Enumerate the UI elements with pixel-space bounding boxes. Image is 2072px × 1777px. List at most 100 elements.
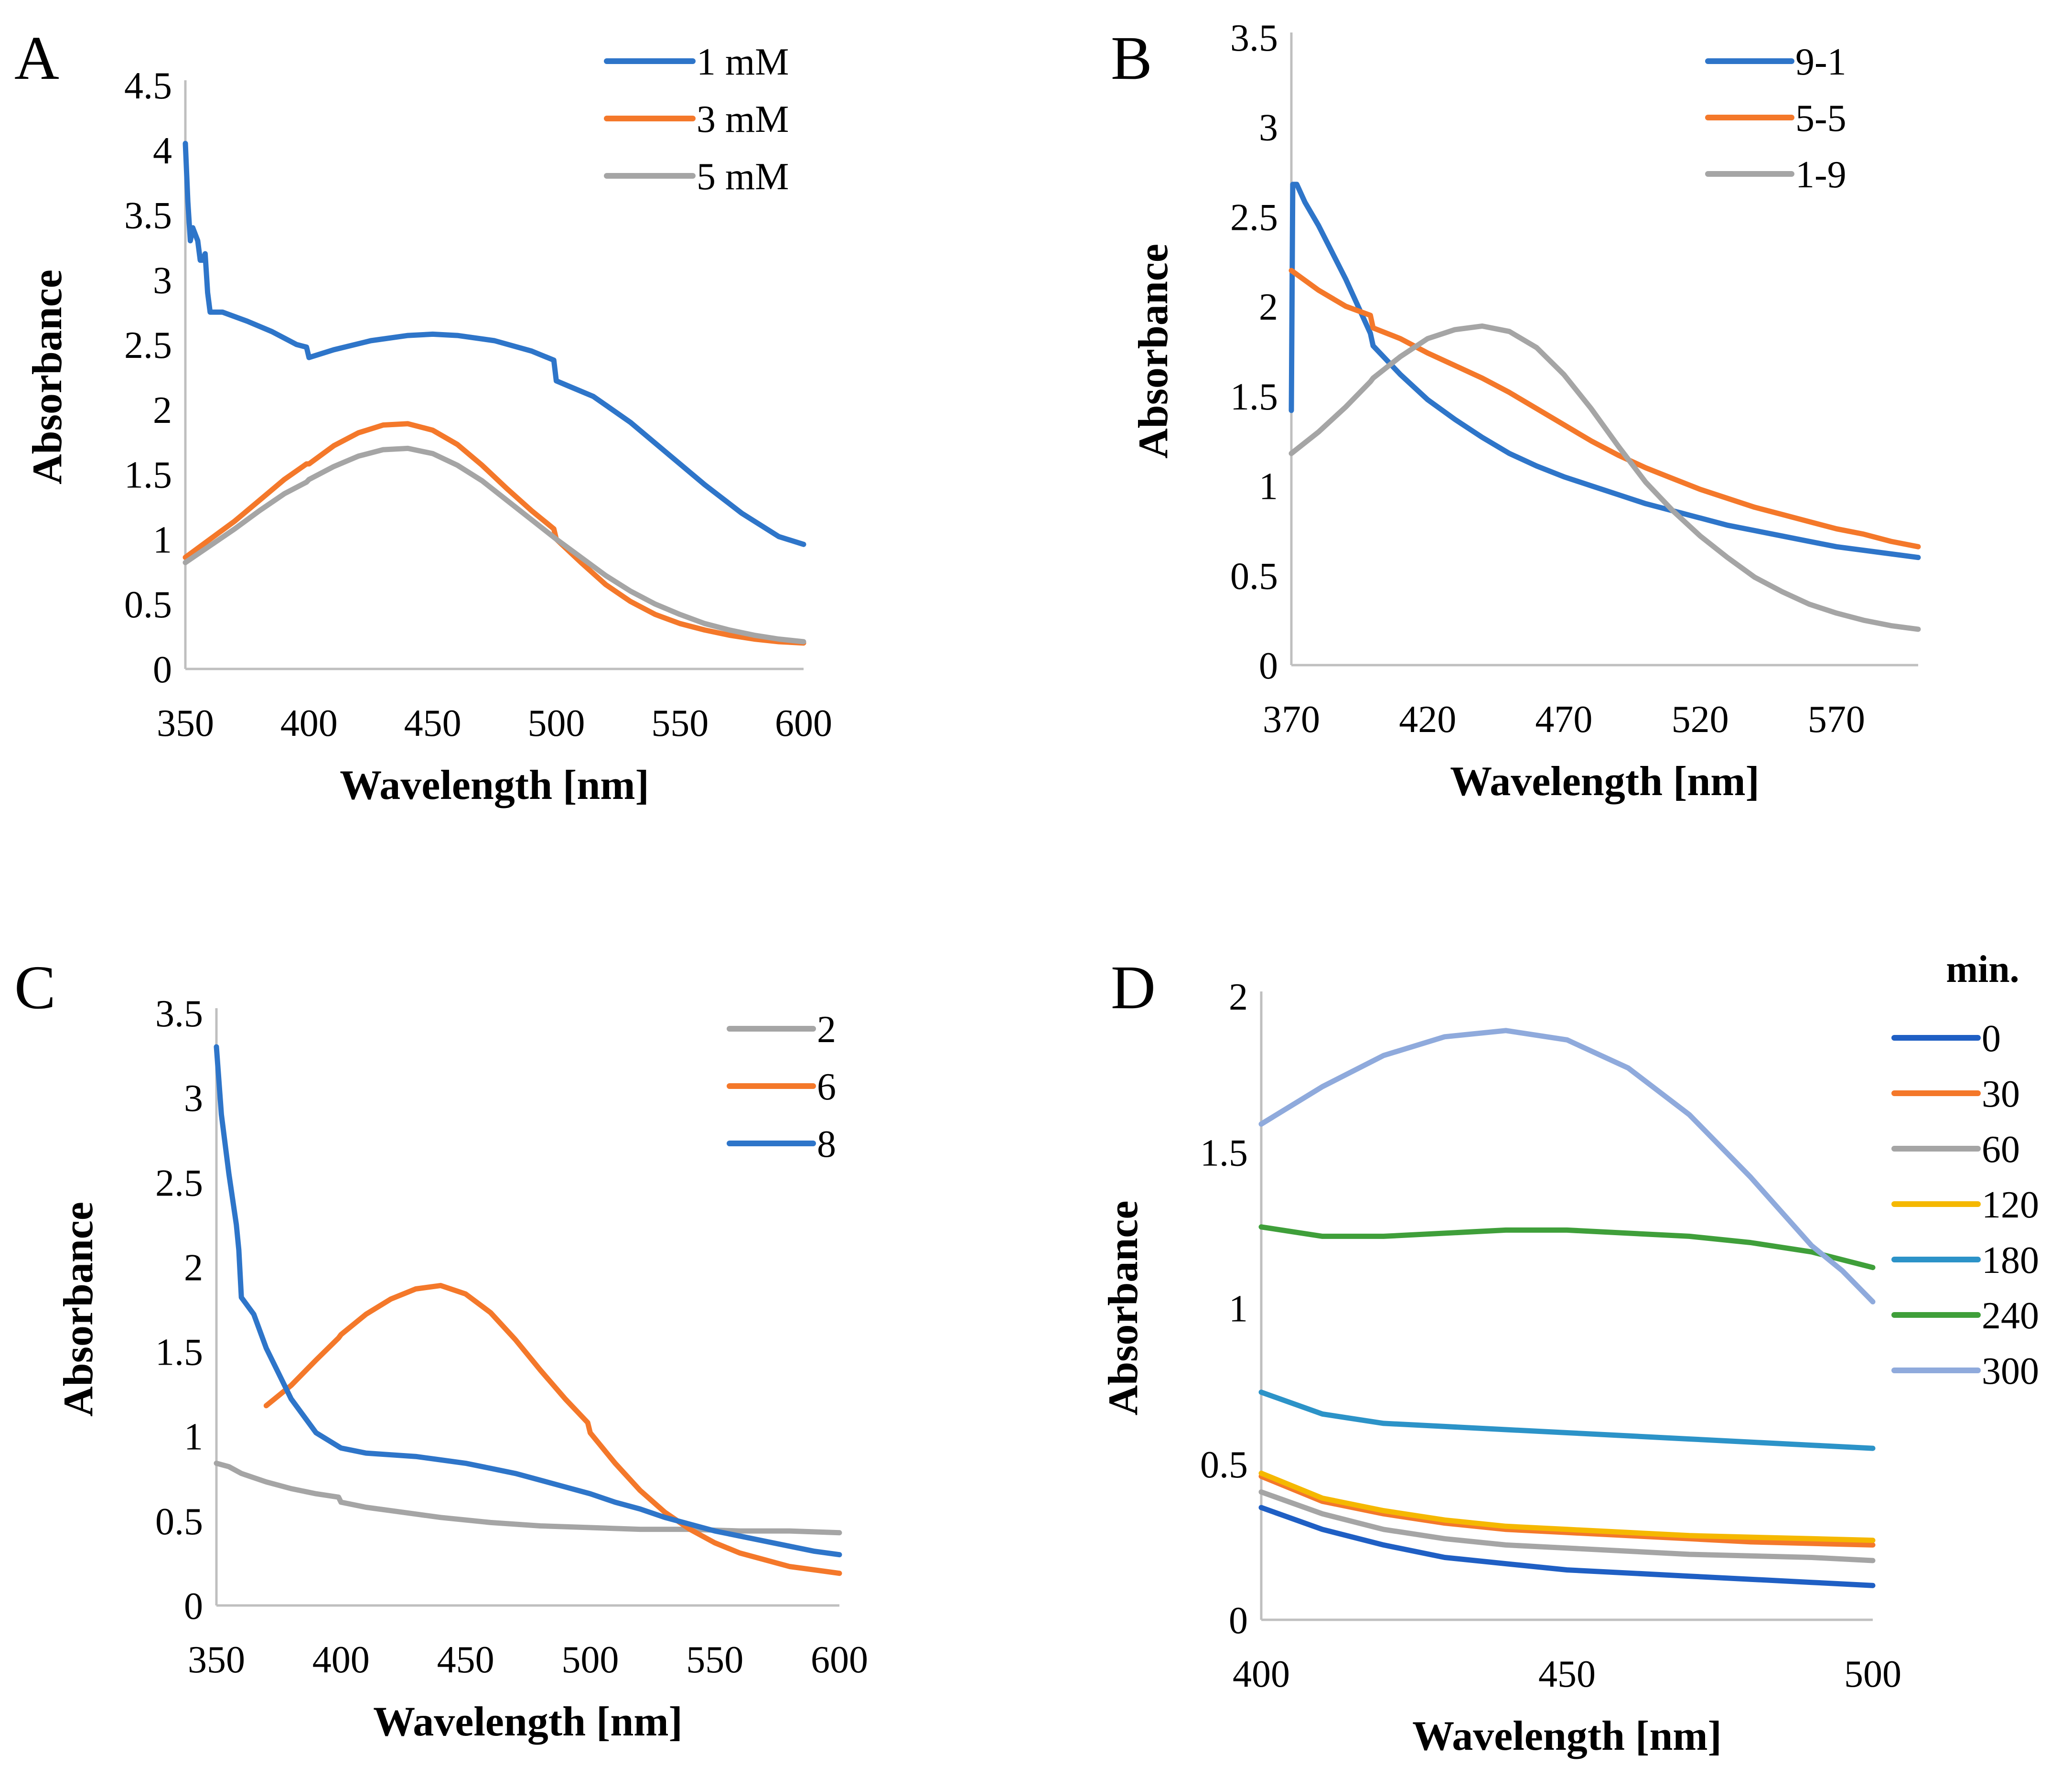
panel-c-y-tick-label: 1.5 [155,1332,203,1374]
panel-a-y-tick-label: 3.5 [124,195,172,237]
panel-b-x-tick-label: 570 [1808,699,1865,741]
panel-a-x-tick-label: 400 [280,702,338,744]
panel-c-x-tick-label: 500 [561,1639,619,1681]
panel-b-series-1-9-line [1288,323,1921,632]
panel-b-legend-label: 9-1 [1795,41,1847,83]
panel-a-y-tick-label: 4.5 [124,65,172,107]
panel-a-y-tick-label: 1.5 [124,454,172,496]
panel-a-series-5-mm-line [183,445,806,645]
panel-b-y-axis-title: Absorbance [1130,244,1177,459]
panel-b-x-tick-label: 420 [1399,699,1456,741]
panel-a-letter: A [14,24,59,93]
panel-d-legend-label: 300 [1982,1350,2039,1392]
panel-b-y-tick-label: 3.5 [1230,17,1278,59]
panel-d-series-0-line [1258,1505,1876,1588]
panel-c-x-tick-label: 350 [188,1639,245,1681]
panel-d-y-tick-label: 2 [1229,976,1248,1018]
panel-a-x-axis-title: Wavelength [nm] [340,762,649,808]
panel-a-x-tick-label: 600 [775,702,832,744]
panel-a-y-tick-label: 2.5 [124,324,172,366]
panel-b-series-9-1-line [1288,182,1921,560]
panel-d-letter: D [1111,953,1156,1022]
panel-b-chart: B 0 0.5 1 1.5 2 2.5 3 3.5 370 420 470 520 570 Waveleng… [1111,17,1921,805]
panel-c-x-tick-label: 550 [686,1639,743,1681]
panel-b-letter: B [1111,24,1152,93]
panel-c-y-tick-label: 3.5 [155,993,203,1035]
panel-b-series-5-5-line [1288,268,1921,549]
panel-b-y-tick-label: 1 [1259,466,1278,508]
panel-b-x-tick-label: 470 [1535,699,1592,741]
panel-d-y-tick-label: 0 [1229,1600,1248,1642]
panel-c-legend: 2 6 8 [727,1009,836,1165]
panel-d-y-tick-label: 1 [1229,1288,1248,1330]
panel-c-y-tick-label: 0 [184,1585,203,1627]
panel-b-y-tick-label: 3 [1259,107,1278,149]
panel-d-series-240-line [1258,1224,1876,1271]
panel-a-x-tick-label: 350 [157,702,214,744]
panel-a-y-tick-label: 0.5 [124,584,172,626]
panel-a-series-3-mm-line [183,421,806,646]
panel-c-y-tick-label: 2 [184,1247,203,1289]
panel-c-y-tick-label: 0.5 [155,1501,203,1543]
panel-d-series-30-line [1258,1474,1876,1548]
panel-d-legend-label: 120 [1982,1184,2039,1226]
panel-d-x-tick-label: 500 [1844,1653,1901,1695]
panel-d-x-axis-title: Wavelength [nm] [1412,1713,1722,1759]
panel-a-x-tick-label: 450 [404,702,462,744]
panel-b-x-axis-title: Wavelength [nm] [1450,758,1760,805]
panel-b-legend: 9-1 5-5 1-9 [1705,41,1847,196]
panel-a-y-tick-label: 3 [153,259,172,302]
panel-d-series-180-line [1258,1389,1876,1451]
panel-d-legend: min. 0 30 60 120 180 240 300 [1891,948,2039,1392]
panel-d-y-tick-label: 0.5 [1200,1444,1248,1486]
panel-c-y-tick-label: 3 [184,1077,203,1120]
panel-d-legend-label: 60 [1982,1129,2020,1171]
panel-d-series-300-line [1258,1028,1876,1304]
panel-d-y-axis-title: Absorbance [1100,1201,1147,1416]
panel-d-legend-label: 30 [1982,1073,2020,1115]
panel-a-y-axis-title: Absorbance [24,269,71,485]
panel-b-y-tick-label: 2.5 [1230,196,1278,238]
panel-c-y-tick-label: 2.5 [155,1162,203,1204]
panel-d-legend-label: 180 [1982,1239,2039,1282]
panel-c-x-tick-label: 600 [811,1639,868,1681]
panel-d-x-tick-label: 450 [1538,1653,1596,1695]
panel-c-letter: C [14,953,56,1022]
panel-a-y-tick-label: 0 [153,649,172,691]
panel-b-x-tick-label: 520 [1672,699,1729,741]
panel-d-legend-title: min. [1946,948,2019,991]
panel-c-x-tick-label: 450 [437,1639,494,1681]
panel-b-x-tick-label: 370 [1263,699,1320,741]
panel-d-y-tick-label: 1.5 [1200,1132,1248,1174]
panel-a-series-1-mm-line [183,140,806,547]
panel-c-y-tick-label: 1 [184,1416,203,1458]
panel-c-x-axis-title: Wavelength [nm] [373,1699,683,1745]
panel-b-y-tick-label: 1.5 [1230,376,1278,418]
panel-b-y-tick-label: 0 [1259,645,1278,687]
panel-a-legend-label: 1 mM [697,41,789,83]
panel-a-x-tick-label: 550 [651,702,709,744]
panel-d-series-120-line [1258,1470,1876,1543]
panel-a-chart: A 0 0.5 1 1.5 2 2.5 3 3.5 4 4.5 350 400 450 500 550 600 W… [14,24,832,808]
panel-c-series-6-line [263,1282,842,1576]
panel-a-y-tick-label: 1 [153,519,172,561]
panel-a-legend: 1 mM 3 mM 5 mM [604,41,789,198]
panel-d-series-60-line [1258,1489,1876,1563]
panel-c-series-8-line [214,1044,842,1558]
panel-b-y-tick-label: 2 [1259,286,1278,328]
panel-b-legend-label: 5-5 [1795,97,1847,140]
panel-d-legend-label: 240 [1982,1295,2039,1337]
panel-c-chart: C 0 0.5 1 1.5 2 2.5 3 3.5 350 400 450 500 550 600 Wavel… [14,953,868,1745]
panel-c-y-axis-title: Absorbance [55,1202,102,1417]
panel-c-legend-label: 6 [817,1066,836,1108]
panel-a-x-tick-label: 500 [527,702,585,744]
panel-c-x-tick-label: 400 [312,1639,370,1681]
panel-a-y-tick-label: 4 [153,130,172,172]
panel-a-legend-label: 5 mM [697,156,789,198]
panel-a-legend-label: 3 mM [697,98,789,140]
panel-a-y-tick-label: 2 [153,389,172,431]
panel-b-legend-label: 1-9 [1795,154,1847,196]
